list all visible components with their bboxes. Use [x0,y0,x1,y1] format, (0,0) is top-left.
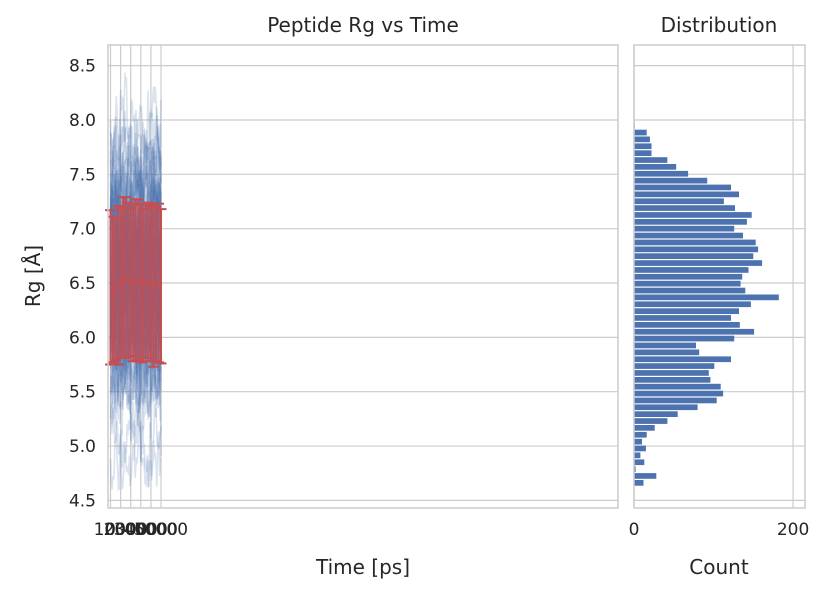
distribution-bar [634,445,646,452]
main-y-tick-label: 5.5 [69,383,96,403]
main-x-tick-label: 30000 [114,520,168,540]
distribution-bar [634,363,715,369]
distribution-bar [634,356,731,363]
trajectory-line [109,99,162,197]
distribution-bar [634,232,743,239]
distribution-bar [634,129,647,136]
distribution-bar [634,404,698,411]
main-x-tick-label: 50000 [134,520,188,540]
distribution-bars [634,122,779,486]
distribution-bar [634,349,700,356]
distribution-bar [634,253,754,259]
distribution-tick-labels: 0 200 [629,520,810,540]
distribution-bar [634,150,652,156]
distribution-bar [634,473,657,479]
distribution-bar [634,322,740,328]
trajectory-line [109,409,162,492]
distribution-bar [634,301,751,308]
distribution-bar [634,466,636,472]
mean-series [105,196,167,368]
distribution-bar [634,205,735,211]
distribution-bar [634,370,709,376]
distribution-bar [634,198,724,205]
distribution-bar [634,411,678,417]
distribution-bar [634,425,655,431]
distribution-bar [634,280,741,287]
trajectory-line [109,86,162,172]
distribution-bar [634,225,735,232]
distribution-bar [634,219,747,225]
distribution-bar [634,431,647,438]
distribution-bar [634,377,711,383]
distribution-bar [634,294,779,301]
main-y-tick-label: 8.5 [69,57,96,77]
distribution-bar [634,308,739,314]
distribution-bar [634,418,668,424]
main-x-axis-label: Time [ps] [315,555,410,579]
trajectory-line [109,143,162,250]
mean-line [109,276,162,291]
distribution-bar [634,191,739,198]
distribution-bar [634,143,652,150]
distribution-bar [634,397,717,404]
main-x-tick-label: 10000 [94,520,148,540]
distribution-x-axis-label: Count [689,555,749,579]
trajectory-line [109,110,162,221]
distribution-x-tick-label: 0 [629,520,640,540]
distribution-bar [634,157,668,163]
distribution-bar [634,480,644,486]
distribution-frame [633,44,806,509]
main-x-tick-label: 40000 [124,520,178,540]
distribution-title: Distribution [661,13,778,37]
distribution-bar [634,328,755,335]
trajectory-line [109,146,162,278]
distribution-bar [634,239,756,246]
main-plot-grid [108,45,618,508]
main-y-tick-label: 4.5 [69,491,96,511]
distribution-bar [634,452,641,459]
distribution-x-tick-label: 200 [777,520,809,540]
main-y-tick-label: 6.0 [69,328,96,348]
distribution-bar [634,267,749,273]
main-y-tick-label: 8.0 [69,111,96,131]
distribution-bar [634,315,731,321]
main-y-tick-label: 6.5 [69,274,96,294]
distribution-bar [634,164,677,170]
distribution-bar [634,459,645,466]
distribution-bar [634,260,763,266]
distribution-bar [634,438,642,445]
distribution-bar [634,273,743,280]
distribution-bar [634,170,689,177]
main-y-tick-label: 7.5 [69,165,96,185]
distribution-bar [634,136,650,143]
distribution-bar [634,287,746,294]
distribution-bar [634,342,696,349]
main-x-tick-label: 20000 [104,520,158,540]
main-y-axis-label: Rg [Å] [21,245,45,307]
main-plot-frame [107,44,619,509]
distribution-bar [634,184,731,191]
main-x-tick-label: 0 [105,520,116,540]
distribution-bar [634,212,752,218]
distribution-bar [634,390,724,397]
distribution-bar [634,335,735,342]
main-y-tick-label: 5.0 [69,437,96,457]
main-y-tick-label: 7.0 [69,220,96,240]
distribution-bar [634,246,759,253]
trajectory-line [109,72,162,212]
trajectory-line [109,402,162,488]
distribution-bar [634,383,721,390]
trajectory-line [109,156,162,251]
distribution-bar [634,177,708,184]
main-plot-title: Peptide Rg vs Time [267,13,459,37]
